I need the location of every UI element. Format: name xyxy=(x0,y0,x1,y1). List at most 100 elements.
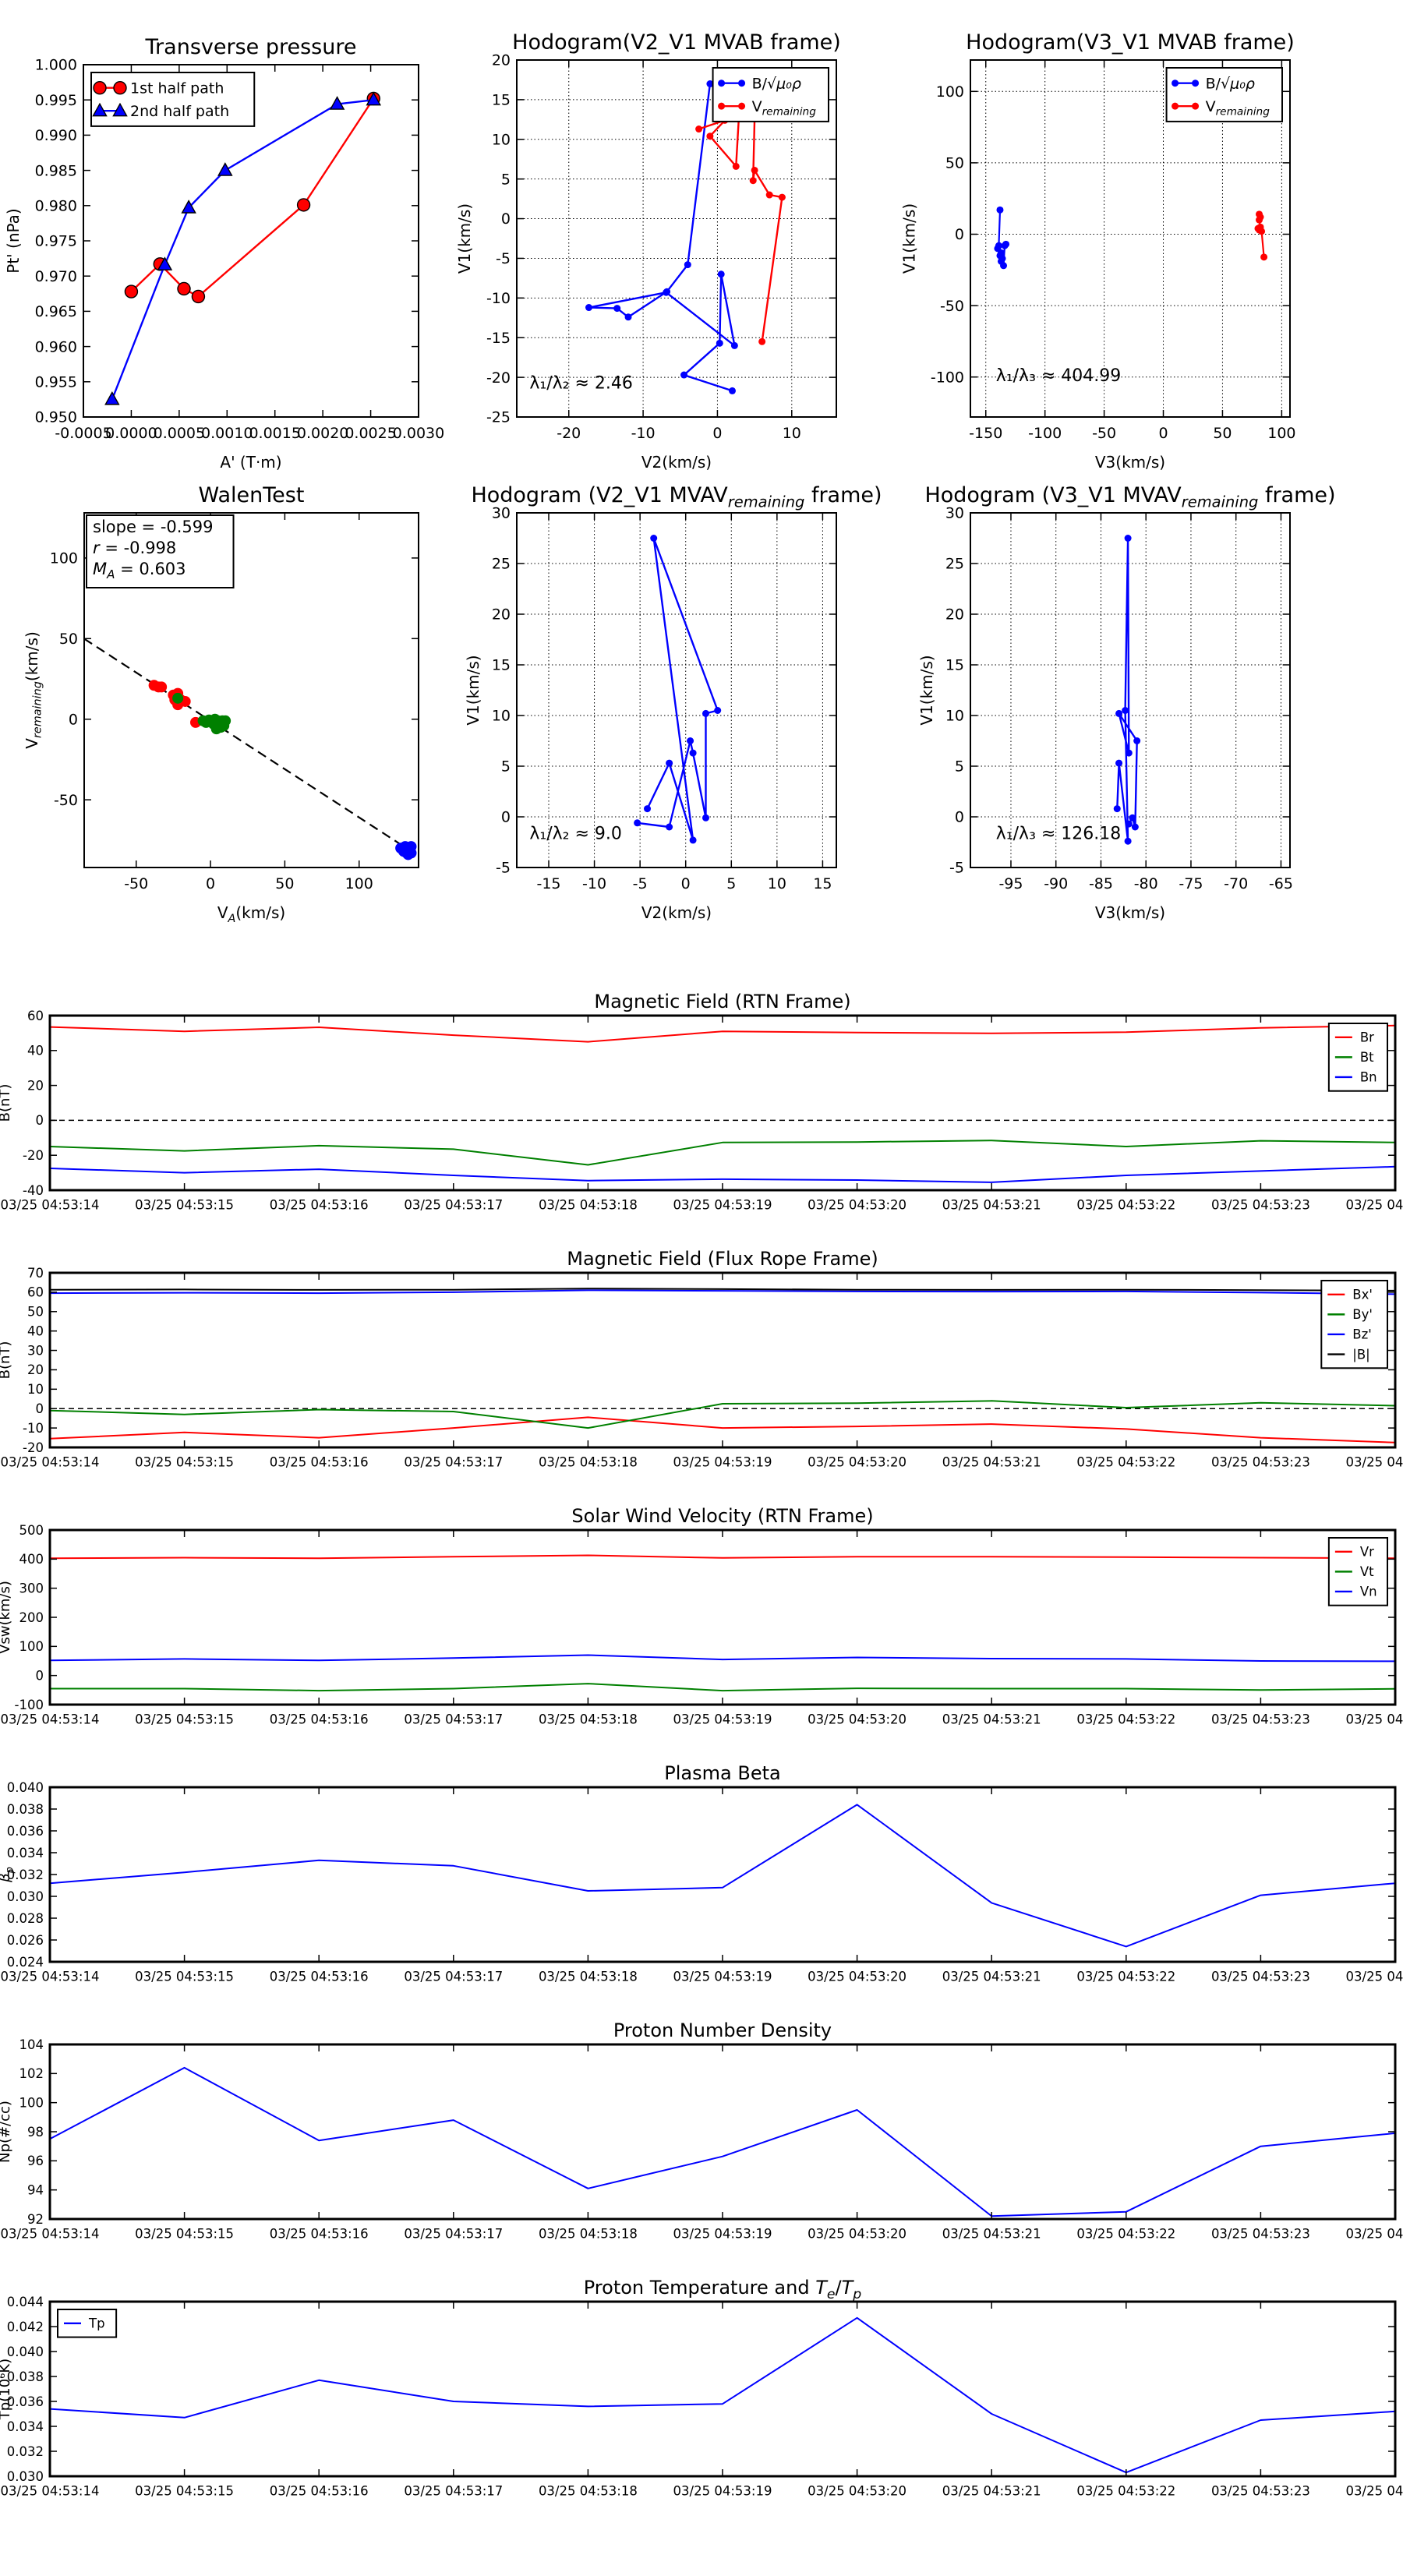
y-tick-label: 0 xyxy=(36,1668,44,1683)
data-point-marker xyxy=(1260,253,1268,261)
data-point-marker xyxy=(1124,535,1132,542)
legend-label: Vn xyxy=(1360,1585,1377,1599)
stats-line: r = -0.998 xyxy=(93,539,176,557)
ticks: 03/25 04:53:14 03/25 04:53:15 03/25 04:53:… xyxy=(1,2295,1403,2499)
axes-frame xyxy=(48,1786,1397,1963)
y-tick-label: -20 xyxy=(23,1440,44,1455)
ticks: -20 -10 0 10 -25 -20 -15 -10 -5 0 5 10 15 20 xyxy=(486,52,836,442)
y-tick-label: 50 xyxy=(945,155,964,172)
x-tick-label: -65 xyxy=(1269,875,1293,892)
x-tick-label: 03/25 04:53:17 xyxy=(404,1712,503,1727)
panel-hodogram-v3v1-mvab: -150 -100 -50 0 50 100 -100 -50 0 50 100 Hodogram(V… xyxy=(899,30,1295,472)
y-tick-label: 0.975 xyxy=(35,233,77,250)
ticks: -0.00050.00000.00050.00100.00150.00200.0… xyxy=(35,57,445,442)
y-tick-label: 30 xyxy=(27,1343,44,1358)
series-line xyxy=(50,2066,1395,2217)
x-tick-label: 0 xyxy=(712,425,722,442)
x-tick-label: 03/25 04:53:15 xyxy=(135,1712,234,1727)
panel-title: Hodogram(V2_V1 MVAB frame) xyxy=(512,30,841,55)
x-tick-label: 0.0025 xyxy=(345,425,396,442)
x-tick-label: 03/25 04:53:21 xyxy=(942,2227,1041,2242)
panel-title: Hodogram (V3_V1 MVAVremaining frame) xyxy=(924,483,1335,511)
series-line xyxy=(50,1804,1395,1948)
y-tick-label: -5 xyxy=(949,860,964,877)
x-tick-label: 03/25 04:53:24 xyxy=(1346,1198,1403,1213)
x-tick-label: 03/25 04:53:20 xyxy=(808,1455,906,1470)
y-tick-label: 100 xyxy=(19,2095,44,2110)
ticks: 03/25 04:53:14 03/25 04:53:15 03/25 04:53:… xyxy=(1,1266,1403,1470)
y-axis-label: B(nT) xyxy=(0,1084,13,1122)
x-tick-label: -80 xyxy=(1134,875,1158,892)
data-point-marker xyxy=(156,681,168,693)
data-point-marker xyxy=(689,749,697,757)
series-line xyxy=(637,537,719,842)
x-axis-label: V3(km/s) xyxy=(1095,903,1165,922)
data-point-marker xyxy=(730,341,738,349)
series-group xyxy=(50,1288,1395,1443)
legend-label: B/√μ₀ρ xyxy=(752,75,801,92)
x-tick-label: 0 xyxy=(681,875,691,892)
y-tick-label: 0.044 xyxy=(7,2295,44,2309)
x-tick-label: 03/25 04:53:16 xyxy=(270,1455,369,1470)
panel-title: Proton Number Density xyxy=(613,2019,832,2041)
x-tick-label: 03/25 04:53:18 xyxy=(539,2227,638,2242)
y-tick-label: 20 xyxy=(492,52,511,69)
data-point-marker xyxy=(1122,707,1129,714)
x-tick-label: 03/25 04:53:16 xyxy=(270,1970,369,1984)
x-tick-label: 03/25 04:53:17 xyxy=(404,1455,503,1470)
data-point-marker xyxy=(1172,102,1179,110)
x-tick-label: 03/25 04:53:21 xyxy=(942,2484,1041,2499)
y-tick-label: 0 xyxy=(955,226,964,243)
fit-line xyxy=(83,638,419,857)
y-tick-label: 30 xyxy=(945,505,964,522)
data-point-marker xyxy=(634,819,641,827)
y-tick-label: 96 xyxy=(27,2154,44,2168)
y-axis-label: V1(km/s) xyxy=(917,655,936,725)
data-point-marker xyxy=(104,390,120,405)
y-tick-label: 15 xyxy=(945,657,964,674)
y-tick-label: 0.042 xyxy=(7,2320,44,2334)
x-axis-label: V2(km/s) xyxy=(641,453,712,472)
panel-title: Magnetic Field (RTN Frame) xyxy=(594,991,850,1012)
data-point-marker xyxy=(112,102,128,117)
series-group xyxy=(50,1804,1395,1948)
data-point-marker xyxy=(1000,262,1008,270)
x-tick-label: -75 xyxy=(1179,875,1203,892)
x-tick-label: 03/25 04:53:14 xyxy=(1,2227,100,2242)
x-tick-label: 0.0020 xyxy=(297,425,348,442)
y-tick-label: 10 xyxy=(945,708,964,725)
x-tick-label: 03/25 04:53:24 xyxy=(1346,1970,1403,1984)
stats-line: slope = -0.599 xyxy=(93,518,214,536)
y-tick-label: 50 xyxy=(27,1305,44,1320)
y-tick-label: 0.040 xyxy=(7,1780,44,1795)
eigenvalue-annotation: λ₁/λ₃ ≈ 126.18 xyxy=(996,825,1122,844)
x-tick-label: 03/25 04:53:22 xyxy=(1076,2227,1175,2242)
ticks: -15 -10 -5 0 5 10 15 -5 0 5 10 15 20 25 30 xyxy=(492,505,836,892)
y-tick-label: 0.950 xyxy=(35,409,77,426)
y-tick-label: 0 xyxy=(69,711,78,728)
y-tick-label: 0 xyxy=(501,809,511,826)
data-point-marker xyxy=(666,823,673,831)
data-point-marker xyxy=(650,535,658,542)
data-point-marker xyxy=(718,102,726,110)
x-tick-label: -70 xyxy=(1224,875,1248,892)
x-axis-label: V2(km/s) xyxy=(641,903,712,922)
series-group xyxy=(994,206,1268,270)
y-axis-label: Vsw(km/s) xyxy=(0,1581,13,1654)
y-tick-label: 20 xyxy=(27,1078,44,1093)
y-tick-label: 100 xyxy=(50,550,78,567)
y-tick-label: 60 xyxy=(27,1009,44,1023)
x-tick-label: 03/25 04:53:18 xyxy=(539,1712,638,1727)
data-point-marker xyxy=(329,96,345,110)
panel-proton-density: 03/25 04:53:14 03/25 04:53:15 03/25 04:53:… xyxy=(0,2019,1403,2242)
y-tick-label: 10 xyxy=(492,708,511,725)
data-point-marker xyxy=(695,125,703,133)
grid xyxy=(970,60,1290,417)
y-tick-label: 0.038 xyxy=(7,1802,44,1817)
grid xyxy=(970,512,1290,868)
x-tick-label: -150 xyxy=(969,425,1002,442)
x-tick-label: 0.0030 xyxy=(393,425,444,442)
data-point-marker xyxy=(732,162,740,170)
panel-title: Solar Wind Velocity (RTN Frame) xyxy=(571,1505,873,1527)
